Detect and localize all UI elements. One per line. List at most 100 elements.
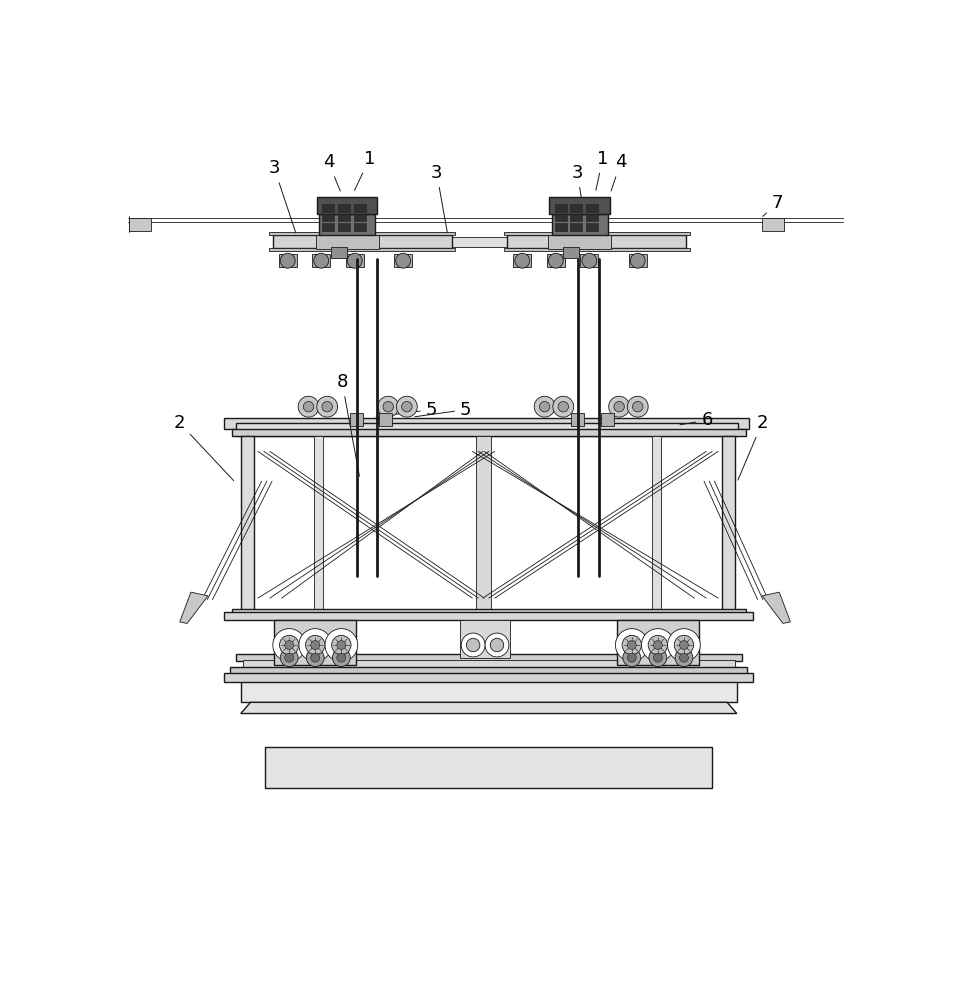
Bar: [476, 436, 491, 613]
Polygon shape: [180, 592, 208, 623]
Text: 1: 1: [355, 150, 376, 190]
Circle shape: [549, 253, 563, 268]
Circle shape: [675, 649, 693, 667]
Bar: [241, 436, 254, 613]
Circle shape: [466, 638, 480, 652]
Circle shape: [310, 653, 320, 662]
Polygon shape: [762, 592, 791, 623]
Circle shape: [317, 396, 337, 417]
Circle shape: [653, 653, 662, 662]
Bar: [504, 248, 690, 251]
Bar: [452, 237, 509, 247]
Bar: [129, 218, 152, 231]
Bar: [550, 197, 610, 214]
Circle shape: [581, 253, 597, 268]
Circle shape: [628, 396, 648, 417]
Bar: [571, 413, 584, 426]
Text: 3: 3: [572, 164, 586, 233]
Circle shape: [304, 401, 313, 412]
Bar: [354, 214, 365, 221]
Circle shape: [333, 649, 350, 667]
Circle shape: [628, 653, 636, 662]
Circle shape: [679, 641, 688, 649]
Bar: [331, 247, 347, 258]
Circle shape: [623, 649, 641, 667]
Bar: [601, 413, 614, 426]
Bar: [722, 436, 735, 613]
Circle shape: [461, 633, 485, 657]
Circle shape: [649, 649, 667, 667]
Circle shape: [668, 629, 701, 661]
Bar: [225, 418, 750, 429]
Text: 6: 6: [680, 411, 713, 429]
Bar: [243, 660, 734, 669]
Bar: [554, 214, 567, 221]
Circle shape: [608, 396, 629, 417]
Bar: [269, 248, 456, 251]
Text: 2: 2: [738, 414, 768, 480]
Text: 7: 7: [763, 194, 783, 216]
Text: 5: 5: [415, 401, 472, 419]
Text: 2: 2: [174, 414, 234, 481]
Bar: [379, 413, 392, 426]
Bar: [279, 254, 297, 267]
Circle shape: [284, 653, 294, 662]
Bar: [554, 204, 567, 212]
Bar: [232, 609, 746, 617]
Bar: [459, 620, 510, 658]
Circle shape: [281, 649, 298, 667]
Circle shape: [653, 641, 662, 649]
Bar: [338, 223, 350, 231]
Text: 3: 3: [431, 164, 447, 233]
Circle shape: [679, 653, 688, 662]
Bar: [235, 654, 742, 661]
Bar: [570, 223, 582, 231]
Bar: [225, 612, 753, 620]
Bar: [319, 214, 375, 235]
Bar: [322, 223, 334, 231]
Circle shape: [485, 633, 509, 657]
Circle shape: [615, 629, 648, 661]
Bar: [225, 673, 753, 682]
Bar: [628, 254, 647, 267]
Bar: [394, 254, 412, 267]
Text: 8: 8: [336, 373, 359, 476]
Bar: [269, 232, 456, 235]
Text: 3: 3: [268, 159, 296, 233]
Bar: [317, 197, 378, 214]
Bar: [504, 232, 690, 235]
Circle shape: [280, 635, 299, 655]
Circle shape: [648, 635, 668, 655]
Text: 4: 4: [611, 153, 627, 191]
Bar: [322, 214, 334, 221]
Circle shape: [490, 638, 504, 652]
Bar: [762, 218, 784, 231]
Circle shape: [332, 635, 351, 655]
Circle shape: [558, 401, 569, 412]
Bar: [235, 423, 738, 436]
Bar: [507, 235, 686, 248]
Bar: [586, 214, 598, 221]
Circle shape: [402, 401, 412, 412]
Circle shape: [397, 396, 417, 417]
Bar: [652, 436, 661, 613]
Circle shape: [632, 401, 643, 412]
Bar: [547, 254, 565, 267]
Circle shape: [284, 641, 294, 649]
Bar: [265, 747, 712, 788]
Bar: [570, 214, 582, 221]
Circle shape: [337, 641, 346, 649]
Circle shape: [281, 253, 295, 268]
Circle shape: [534, 396, 555, 417]
Bar: [548, 235, 611, 249]
Circle shape: [396, 253, 410, 268]
Circle shape: [515, 253, 530, 268]
Bar: [241, 667, 737, 702]
Bar: [580, 254, 599, 267]
Circle shape: [273, 629, 306, 661]
Circle shape: [383, 401, 393, 412]
Circle shape: [325, 629, 357, 661]
Bar: [617, 620, 699, 665]
Bar: [346, 254, 363, 267]
Circle shape: [614, 401, 625, 412]
